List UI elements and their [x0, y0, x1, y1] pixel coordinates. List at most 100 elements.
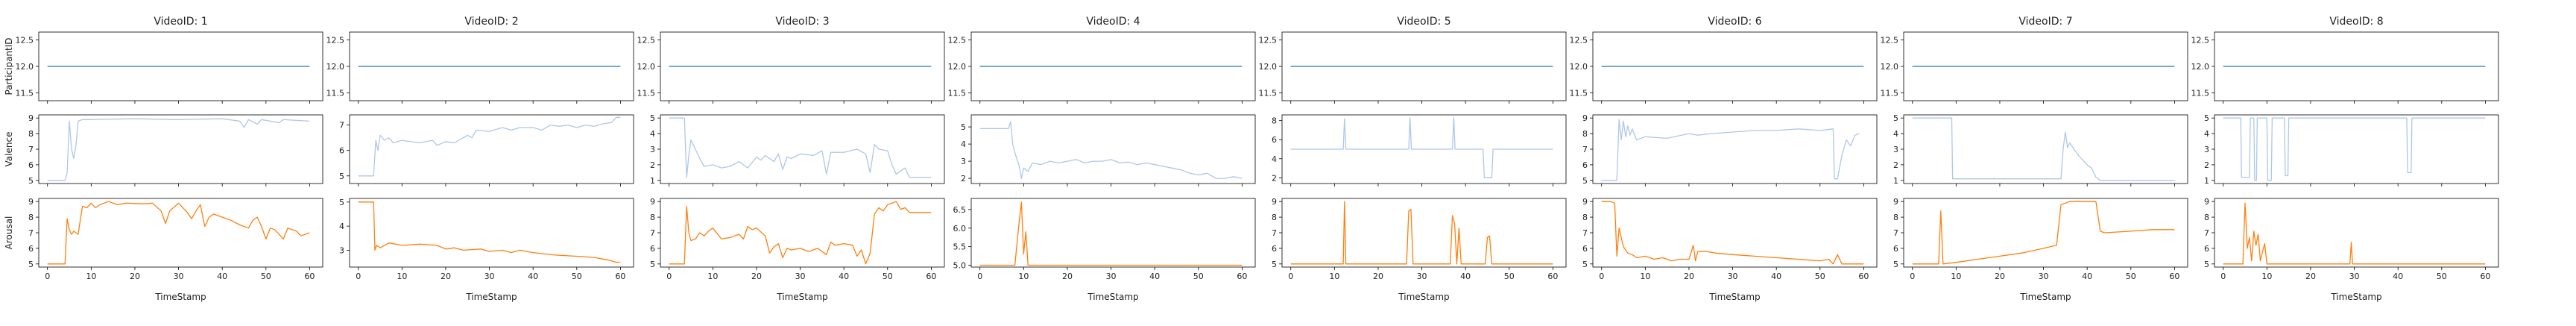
y-tick-label: 8	[1893, 213, 1898, 222]
x-tick-label: 30	[1106, 272, 1117, 281]
y-tick-label: 3	[2204, 145, 2209, 154]
panel-title: VideoID: 1	[154, 16, 207, 28]
y-tick-label: 8	[1272, 116, 1277, 126]
y-tick-label: 11.5	[1259, 88, 1278, 98]
x-tick-label: 20	[751, 272, 762, 281]
y-tick-label: 5	[1893, 113, 1898, 123]
y-tick-label: 6	[1272, 244, 1277, 254]
panel-title: VideoID: 3	[775, 16, 829, 28]
y-tick-label: 6.5	[953, 205, 967, 215]
x-tick-label: 40	[1771, 272, 1781, 281]
arousal-series-line	[979, 201, 1243, 266]
y-tick-label: 9	[2204, 197, 2209, 207]
y-tick-label: 5	[961, 122, 966, 132]
x-tick-label: 40	[217, 272, 227, 281]
valence-series-line	[979, 121, 1243, 179]
y-tick-label: 12.0	[326, 62, 345, 72]
x-tick-label: 10	[1951, 272, 1961, 281]
y-tick-label: 6	[1272, 135, 1277, 145]
y-tick-label: 2	[650, 160, 655, 170]
arousal-series-line	[1912, 201, 2175, 265]
x-tick-label: 20	[441, 272, 451, 281]
y-tick-label: 11.5	[16, 88, 34, 98]
y-tick-label: 3	[1893, 145, 1898, 154]
y-tick-label: 6	[339, 146, 344, 156]
arousal-series-line	[2223, 202, 2486, 265]
x-tick-label: 10	[1640, 272, 1650, 281]
x-tick-label: 50	[2437, 272, 2447, 281]
y-tick-label: 1	[650, 176, 655, 186]
y-tick-label: 5	[2204, 113, 2209, 123]
y-tick-label: 2	[961, 174, 966, 184]
plot-frame	[1903, 198, 2188, 268]
x-tick-label: 10	[707, 272, 718, 281]
arousal-series-line	[47, 201, 310, 265]
x-tick-label: 60	[1858, 272, 1869, 281]
x-tick-label: 50	[1815, 272, 1825, 281]
y-tick-label: 9	[1582, 113, 1588, 123]
x-tick-label: 0	[2220, 272, 2226, 281]
valence-series-line	[1601, 119, 1860, 181]
y-tick-label: 12.0	[948, 62, 967, 72]
y-tick-label: 8	[2204, 213, 2209, 222]
y-tick-label: 4	[961, 140, 966, 149]
y-tick-label: 12.5	[637, 36, 656, 46]
y-tick-label: 5	[28, 176, 34, 186]
y-tick-label: 5	[28, 260, 34, 269]
x-tick-label: 40	[1149, 272, 1160, 281]
y-tick-label: 1	[1893, 176, 1898, 186]
plot-frame	[2214, 198, 2499, 268]
y-tick-label: 8	[28, 129, 34, 139]
x-tick-label: 20	[1684, 272, 1694, 281]
plot-frame	[1281, 198, 1567, 268]
y-tick-label: 7	[28, 145, 34, 154]
y-tick-label: 4	[650, 129, 655, 139]
x-tick-label: 50	[883, 272, 893, 281]
x-axis-label: TimeStamp	[2330, 292, 2381, 302]
y-tick-label: 7	[1893, 228, 1898, 238]
plot-frame	[970, 114, 1256, 184]
x-tick-label: 10	[86, 272, 96, 281]
y-tick-label: 3	[650, 145, 655, 154]
x-tick-label: 0	[1599, 272, 1604, 281]
x-axis-label: TimeStamp	[776, 292, 827, 302]
x-tick-label: 0	[666, 272, 672, 281]
panel-title: VideoID: 4	[1086, 16, 1140, 28]
y-tick-label: 9	[28, 197, 34, 207]
x-tick-label: 50	[1193, 272, 1204, 281]
y-tick-label: 5	[339, 172, 344, 181]
y-tick-label: 12.0	[1881, 62, 1899, 72]
y-tick-label: 12.0	[1570, 62, 1588, 72]
y-axis-label: Arousal	[4, 216, 14, 250]
x-tick-label: 50	[1504, 272, 1515, 281]
y-tick-label: 12.5	[2191, 36, 2210, 46]
y-tick-label: 12.5	[16, 36, 34, 46]
y-tick-label: 12.0	[637, 62, 656, 72]
y-axis-label: Valence	[4, 132, 14, 167]
y-tick-label: 8	[28, 213, 34, 222]
valence-series-line	[1912, 117, 2175, 181]
x-tick-label: 10	[2261, 272, 2272, 281]
y-tick-label: 7	[1582, 228, 1588, 238]
y-tick-label: 7	[339, 121, 344, 131]
y-tick-label: 6.0	[953, 224, 967, 233]
y-tick-label: 8	[1582, 213, 1588, 222]
y-tick-label: 5	[339, 198, 344, 207]
y-tick-label: 7	[1272, 228, 1277, 238]
y-tick-label: 9	[1582, 197, 1588, 207]
y-tick-label: 12.5	[1881, 36, 1899, 46]
y-tick-label: 6	[1893, 244, 1898, 254]
y-tick-label: 11.5	[1881, 88, 1899, 98]
y-tick-label: 11.5	[326, 88, 345, 98]
y-tick-label: 4	[339, 222, 344, 231]
x-tick-label: 40	[2082, 272, 2092, 281]
x-tick-label: 20	[130, 272, 140, 281]
x-tick-label: 50	[261, 272, 271, 281]
x-tick-label: 10	[1329, 272, 1339, 281]
y-tick-label: 9	[28, 113, 34, 123]
x-tick-label: 30	[2039, 272, 2049, 281]
x-tick-label: 10	[1018, 272, 1029, 281]
x-tick-label: 40	[528, 272, 538, 281]
x-tick-label: 30	[2349, 272, 2360, 281]
